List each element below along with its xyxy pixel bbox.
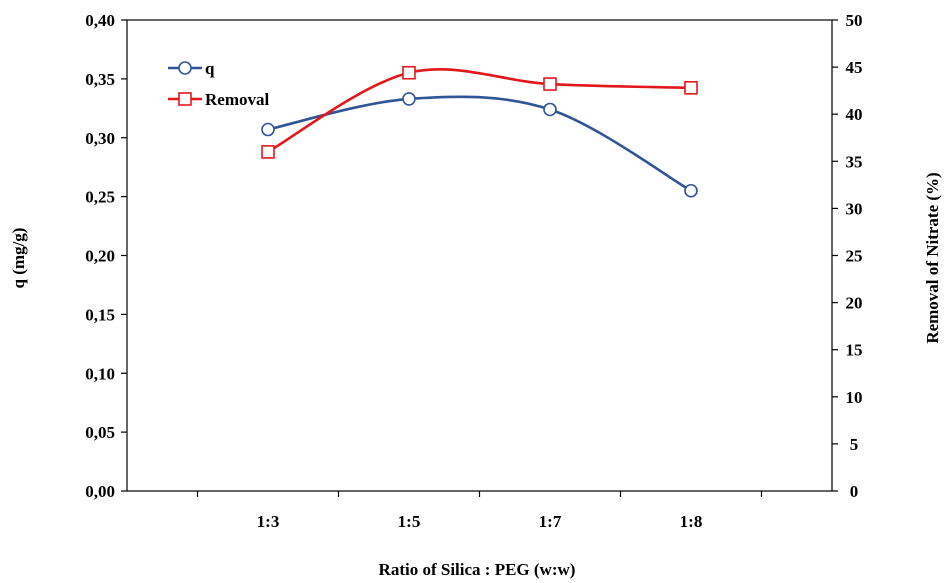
- y-axis-right: 0 5 10 15 20 25 30 35 40 45 50: [832, 11, 863, 501]
- y-tick-label: 0,40: [85, 11, 115, 30]
- y-tick-label: 0,30: [85, 129, 115, 148]
- x-tick-label: 1:3: [257, 512, 280, 531]
- data-point: [261, 122, 275, 137]
- y2-tick-label: 45: [846, 58, 863, 77]
- data-point: [261, 145, 275, 159]
- legend: q Removal: [168, 59, 269, 109]
- data-point: [684, 81, 698, 95]
- y2-tick-label: 40: [846, 105, 863, 124]
- series-removal: [261, 65, 698, 159]
- data-point: [402, 65, 416, 80]
- data-point: [684, 183, 698, 198]
- x-tick-label: 1:5: [398, 512, 421, 531]
- y2-tick-label: 50: [846, 11, 863, 30]
- data-point: [543, 77, 557, 91]
- series-layer: [261, 65, 698, 198]
- x-tick-label: 1:8: [680, 512, 703, 531]
- y2-tick-label: 35: [846, 152, 863, 171]
- y-axis-title: q (mg/g): [9, 228, 28, 289]
- y2-axis-title: Removal of Nitrate (%): [923, 172, 942, 343]
- legend-item: q: [168, 59, 215, 78]
- y-tick-label: 0,20: [85, 247, 115, 266]
- legend-marker: [178, 61, 192, 75]
- y2-tick-label: 30: [846, 199, 863, 218]
- y-tick-label: 0,35: [85, 70, 115, 89]
- y-tick-label: 0,00: [85, 482, 115, 501]
- y-tick-label: 0,25: [85, 188, 115, 207]
- y-axis-left: 0,00 0,05 0,10 0,15 0,20 0,25 0,30 0,35 0,40: [85, 11, 127, 501]
- data-point: [402, 92, 416, 106]
- y2-tick-label: 25: [846, 247, 863, 266]
- x-tick-label: 1:7: [539, 512, 562, 531]
- y2-tick-label: 15: [846, 341, 863, 360]
- series-line: [267, 68, 692, 154]
- y2-tick-label: 20: [846, 294, 863, 313]
- series-q: [261, 92, 698, 198]
- y-tick-label: 0,05: [85, 423, 115, 442]
- y2-tick-label: 5: [850, 435, 859, 454]
- y-tick-label: 0,10: [85, 364, 115, 383]
- x-axis: 1:3 1:5 1:7 1:8: [196, 491, 763, 531]
- data-point: [543, 102, 557, 117]
- y-tick-label: 0,15: [85, 305, 115, 324]
- legend-label: q: [205, 59, 215, 78]
- legend-marker: [178, 92, 192, 106]
- x-axis-title: Ratio of Silica : PEG (w:w): [379, 560, 576, 579]
- legend-label: Removal: [205, 90, 269, 109]
- y2-tick-label: 0: [850, 482, 859, 501]
- legend-item: Removal: [168, 90, 269, 109]
- y2-tick-label: 10: [846, 388, 863, 407]
